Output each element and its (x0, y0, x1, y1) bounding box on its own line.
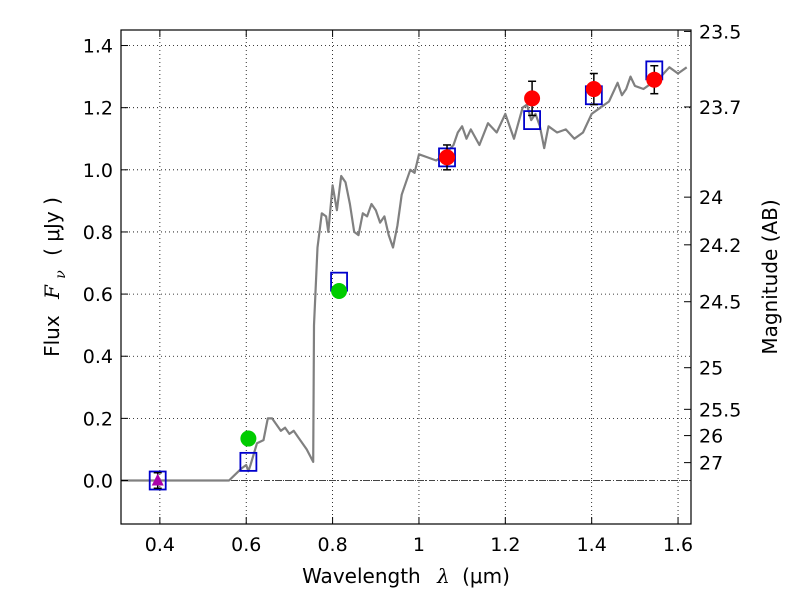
y-tick-label: 0.0 (83, 471, 113, 493)
x-tick-label: 1.4 (577, 534, 607, 556)
model-band-square (239, 451, 258, 472)
y-axis-label-unit: ( μJy ) (40, 197, 64, 256)
magnitude-tick-label: 23.5 (699, 21, 741, 43)
photometry-point (240, 430, 257, 447)
sed-model-line (121, 66, 688, 482)
y-axis-label: Flux F ν ( μJy ) (40, 197, 70, 357)
y-tick-label: 1.2 (83, 98, 113, 120)
y-tick-label: 0.8 (83, 222, 113, 244)
ticks: 0.4 0.6 0.8 1 1.2 1.4 1.6 0.0 0.2 0.4 0.6 0.8 1.0 1.2… (83, 21, 742, 556)
y-tick-label: 1.4 (83, 36, 113, 58)
photometry-point (331, 282, 348, 299)
magnitude-tick-label: 27 (699, 453, 723, 475)
magnitude-tick-label: 25.5 (699, 399, 741, 421)
x-axis-label: Wavelength λ (μm) (302, 564, 510, 588)
y-axis-label-subscript: ν (53, 270, 69, 279)
photometry-point (524, 90, 541, 107)
x-tick-label: 0.6 (231, 534, 261, 556)
y-tick-label: 1.0 (83, 160, 113, 182)
x-tick-label: 0.8 (317, 534, 347, 556)
plot-frame (120, 29, 692, 525)
x-axis-label-unit: (μm) (462, 564, 510, 588)
magnitude-tick-label: 25 (699, 358, 723, 380)
magnitude-tick-label: 24.2 (699, 235, 741, 257)
y-tick-label: 0.4 (83, 346, 113, 368)
upper-limit-marker (151, 473, 164, 486)
grid (121, 30, 691, 524)
plot-area (121, 60, 688, 491)
x-tick-label: 1.6 (663, 534, 693, 556)
magnitude-axis-label: Magnitude (AB) (758, 199, 782, 354)
model-band-square (148, 470, 167, 491)
photometry-point (439, 149, 456, 166)
y-axis-label-text: Flux (40, 315, 64, 357)
y-tick-label: 0.6 (83, 284, 113, 306)
magnitude-tick-label: 26 (699, 426, 723, 448)
x-tick-label: 1 (413, 534, 425, 556)
magnitude-tick-label: 23.7 (699, 97, 741, 119)
magnitude-tick-label: 24 (699, 187, 723, 209)
magnitude-tick-label: 24.5 (699, 292, 741, 314)
x-axis-label-symbol: λ (436, 564, 450, 588)
y-tick-label: 0.2 (83, 408, 113, 430)
x-tick-label: 0.4 (145, 534, 175, 556)
photometry-point (646, 71, 663, 88)
y-axis-label-symbol: F (40, 284, 64, 300)
x-tick-label: 1.2 (490, 534, 520, 556)
photometry-point (585, 81, 602, 98)
x-axis-label-text: Wavelength (302, 564, 421, 588)
